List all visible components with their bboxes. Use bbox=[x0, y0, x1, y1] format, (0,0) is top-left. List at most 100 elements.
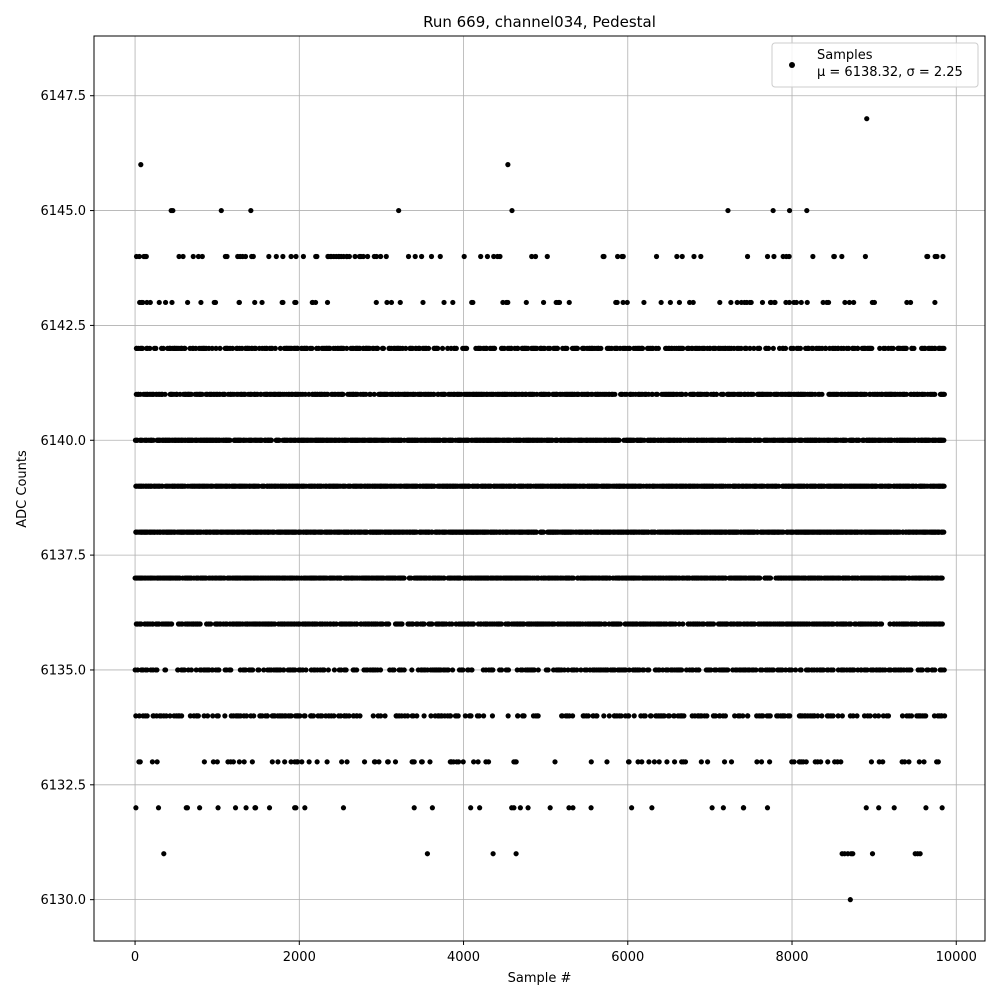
data-point bbox=[264, 713, 271, 719]
data-point bbox=[932, 391, 938, 397]
data-point bbox=[792, 667, 799, 673]
data-point bbox=[939, 621, 945, 627]
data-point bbox=[331, 667, 338, 673]
data-point bbox=[770, 345, 776, 351]
data-point bbox=[179, 713, 185, 719]
data-point bbox=[767, 575, 774, 581]
data-point bbox=[153, 345, 159, 351]
data-point bbox=[401, 575, 407, 581]
data-point bbox=[679, 391, 685, 397]
data-point bbox=[421, 621, 427, 627]
data-point bbox=[229, 345, 236, 351]
data-point bbox=[710, 621, 717, 627]
data-point bbox=[371, 391, 377, 397]
data-point bbox=[855, 345, 861, 351]
data-point bbox=[856, 437, 862, 443]
data-point bbox=[533, 529, 540, 535]
data-point bbox=[325, 391, 331, 397]
data-point bbox=[195, 713, 201, 719]
data-point bbox=[878, 621, 885, 627]
data-point bbox=[144, 713, 150, 719]
data-point bbox=[401, 667, 407, 673]
data-point bbox=[679, 667, 685, 673]
data-point bbox=[649, 391, 656, 397]
data-point bbox=[515, 345, 521, 351]
data-point bbox=[598, 345, 604, 351]
data-point bbox=[639, 345, 646, 351]
data-point bbox=[154, 667, 160, 673]
data-point bbox=[869, 345, 875, 351]
data-point bbox=[683, 391, 689, 397]
data-point bbox=[627, 345, 633, 351]
data-point bbox=[535, 667, 541, 673]
data-point bbox=[470, 621, 477, 627]
data-point bbox=[327, 345, 333, 351]
data-point bbox=[570, 575, 577, 581]
data-point bbox=[309, 345, 315, 351]
data-point bbox=[846, 345, 852, 351]
data-point bbox=[215, 713, 221, 719]
data-point bbox=[757, 437, 763, 443]
data-point bbox=[545, 667, 551, 673]
data-point bbox=[150, 437, 156, 443]
data-point bbox=[738, 345, 744, 351]
data-point bbox=[199, 391, 205, 397]
data-point bbox=[776, 483, 782, 489]
data-point bbox=[160, 345, 166, 351]
data-point bbox=[439, 345, 446, 351]
data-point bbox=[877, 345, 883, 351]
data-point bbox=[216, 667, 222, 673]
data-point bbox=[696, 667, 702, 673]
data-point bbox=[655, 345, 661, 351]
data-point bbox=[188, 391, 194, 397]
data-point bbox=[790, 345, 796, 351]
data-point bbox=[654, 391, 660, 397]
data-point bbox=[908, 667, 914, 673]
data-point bbox=[616, 437, 622, 443]
data-point bbox=[747, 345, 753, 351]
data-point bbox=[546, 391, 552, 397]
data-point bbox=[208, 621, 214, 627]
data-point bbox=[617, 621, 623, 627]
data-point bbox=[253, 345, 259, 351]
data-point bbox=[941, 483, 947, 489]
data-point bbox=[363, 391, 369, 397]
data-point bbox=[750, 391, 756, 397]
data-point bbox=[197, 621, 203, 627]
data-point bbox=[277, 345, 283, 351]
data-point bbox=[295, 345, 301, 351]
data-point bbox=[354, 667, 360, 673]
data-point bbox=[646, 667, 652, 673]
data-point bbox=[492, 345, 498, 351]
data-point bbox=[228, 667, 234, 673]
data-point bbox=[713, 391, 720, 397]
data-point bbox=[903, 391, 910, 397]
data-point bbox=[932, 667, 938, 673]
data-point bbox=[431, 391, 437, 397]
data-point bbox=[498, 667, 505, 673]
data-point bbox=[162, 667, 169, 673]
data-point bbox=[911, 345, 917, 351]
data-point bbox=[460, 667, 466, 673]
data-point bbox=[680, 621, 686, 627]
data-point bbox=[209, 345, 215, 351]
data-point bbox=[272, 345, 278, 351]
data-point bbox=[303, 667, 309, 673]
data-point bbox=[380, 345, 387, 351]
data-point bbox=[377, 667, 384, 673]
data-point bbox=[554, 345, 561, 351]
data-point bbox=[139, 345, 145, 351]
data-point bbox=[222, 713, 228, 719]
data-point bbox=[863, 391, 869, 397]
data-point bbox=[798, 667, 804, 673]
data-point bbox=[725, 667, 731, 673]
data-point bbox=[250, 667, 256, 673]
data-points bbox=[132, 116, 948, 903]
data-point bbox=[641, 437, 647, 443]
data-point bbox=[830, 667, 836, 673]
data-point bbox=[409, 667, 415, 673]
data-point bbox=[162, 391, 168, 397]
data-point bbox=[205, 713, 211, 719]
data-point bbox=[490, 667, 496, 673]
data-point bbox=[325, 667, 331, 673]
